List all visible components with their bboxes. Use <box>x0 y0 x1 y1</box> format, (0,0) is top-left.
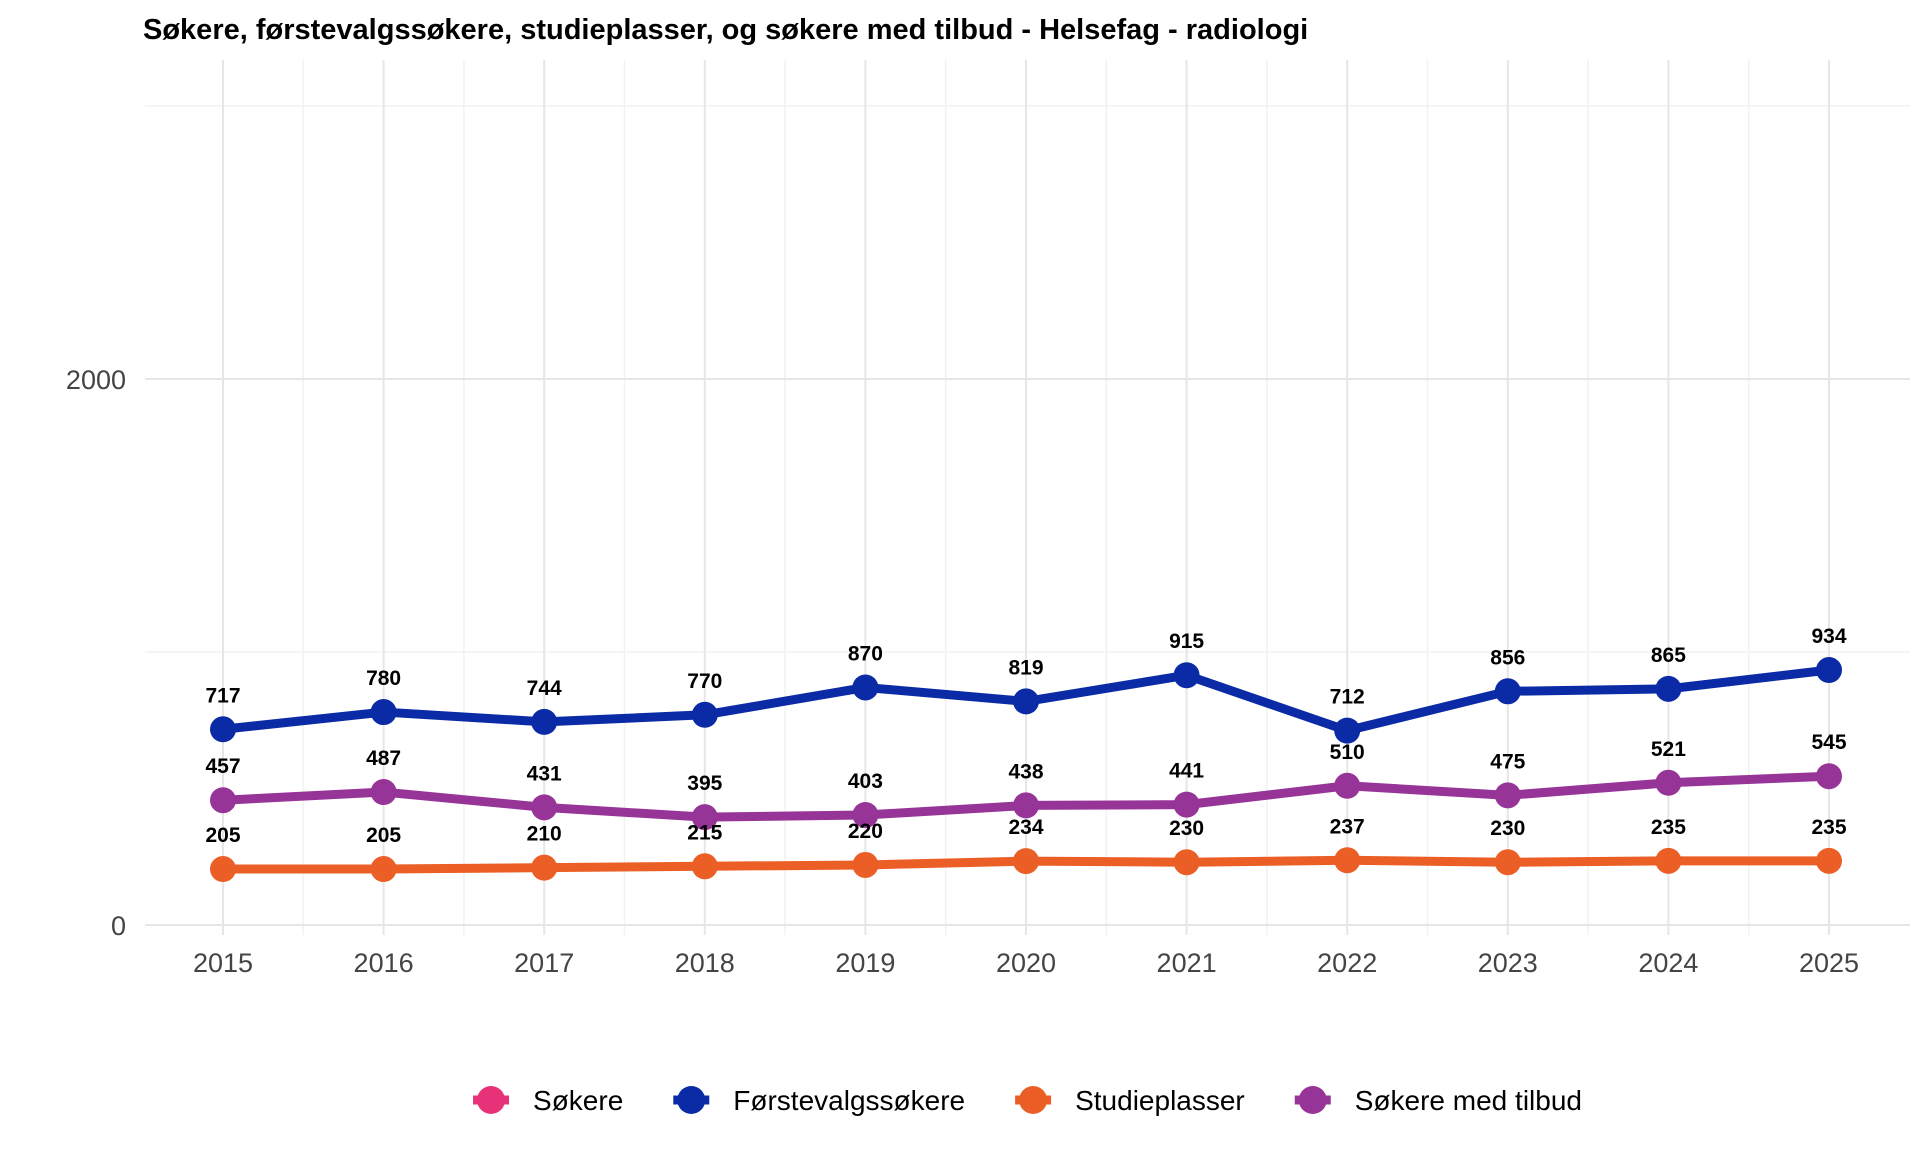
data-point <box>210 716 236 743</box>
data-point <box>852 674 879 701</box>
x-tick-label: 2017 <box>514 948 574 978</box>
data-label: 717 <box>205 684 240 707</box>
data-label: 210 <box>527 823 562 846</box>
data-label: 431 <box>527 762 562 785</box>
data-point <box>1173 791 1200 818</box>
data-label: 870 <box>848 642 883 665</box>
data-label: 205 <box>205 824 240 847</box>
data-point <box>370 856 397 883</box>
x-tick-label: 2018 <box>675 948 735 978</box>
data-point <box>1013 848 1039 875</box>
data-point <box>852 801 879 828</box>
legend-label: Studieplasser <box>1075 1085 1245 1116</box>
legend-marker <box>1298 1086 1327 1114</box>
data-label: 510 <box>1330 741 1365 764</box>
data-label: 205 <box>366 824 401 847</box>
legend-marker <box>1019 1086 1048 1114</box>
data-point <box>1494 782 1521 809</box>
data-point <box>1334 717 1361 744</box>
data-label: 744 <box>527 677 562 700</box>
data-label: 230 <box>1169 817 1204 840</box>
data-label: 457 <box>205 755 240 778</box>
data-point <box>1816 657 1842 684</box>
x-tick-label: 2019 <box>835 948 895 978</box>
x-tick-label: 2015 <box>193 948 253 978</box>
data-labels: 4440419744354624504048105043417346105030… <box>205 625 1846 847</box>
data-point <box>691 701 718 728</box>
data-point <box>1494 678 1521 705</box>
data-label: 819 <box>1008 656 1043 679</box>
data-point <box>1173 662 1200 689</box>
data-point <box>370 779 397 806</box>
chart-title: Søkere, førstevalgssøkere, studieplasser… <box>143 14 1309 46</box>
data-label: 865 <box>1651 644 1686 667</box>
data-label: 230 <box>1490 817 1525 840</box>
legend-label: Førstevalgssøkere <box>733 1085 965 1116</box>
data-point <box>210 856 236 883</box>
legend-item: Søkere <box>473 1085 623 1116</box>
legend-item: Førstevalgssøkere <box>673 1085 965 1116</box>
data-label: 395 <box>687 772 722 795</box>
data-label: 475 <box>1490 750 1525 773</box>
data-point <box>370 699 397 726</box>
legend-label: Søkere <box>533 1085 623 1116</box>
data-label: 235 <box>1651 816 1686 839</box>
axes: 0200040006000201520162017201820192020202… <box>66 365 1859 978</box>
legend-item: Søkere med tilbud <box>1294 1085 1582 1116</box>
data-point <box>531 708 558 735</box>
data-point <box>1013 792 1039 819</box>
legend: Søkere Førstevalgssøkere Studieplasser Søke… <box>473 1085 1582 1116</box>
data-label: 915 <box>1169 630 1204 653</box>
data-point <box>691 853 718 880</box>
data-point <box>210 787 236 814</box>
legend-label: Søkere med tilbud <box>1355 1085 1582 1116</box>
x-tick-label: 2022 <box>1317 948 1377 978</box>
data-label: 220 <box>848 820 883 843</box>
data-label: 521 <box>1651 738 1686 761</box>
data-point <box>1655 769 1682 796</box>
data-point <box>1816 763 1842 790</box>
data-point <box>1655 847 1682 874</box>
data-label: 441 <box>1169 760 1204 783</box>
data-point <box>531 794 558 821</box>
x-tick-label: 2024 <box>1638 948 1698 978</box>
data-label: 780 <box>366 667 401 690</box>
x-tick-label: 2020 <box>996 948 1056 978</box>
data-label: 235 <box>1811 816 1846 839</box>
x-tick-label: 2021 <box>1157 948 1217 978</box>
data-point <box>1655 675 1682 702</box>
data-label: 215 <box>687 821 722 844</box>
x-tick-label: 2025 <box>1799 948 1859 978</box>
series-points <box>210 657 1842 883</box>
data-point <box>531 854 558 881</box>
data-label: 438 <box>1008 760 1043 783</box>
y-tick-label: 0 <box>111 911 126 941</box>
legend-marker <box>677 1086 706 1114</box>
legend-marker <box>477 1086 506 1114</box>
data-label: 403 <box>848 770 883 793</box>
data-label: 545 <box>1811 731 1846 754</box>
legend-item: Studieplasser <box>1015 1085 1245 1116</box>
data-label: 934 <box>1811 625 1846 648</box>
data-label: 712 <box>1330 686 1365 709</box>
data-point <box>1334 772 1361 799</box>
data-label: 487 <box>366 747 401 770</box>
data-point <box>1013 688 1039 715</box>
data-label: 856 <box>1490 646 1525 669</box>
x-tick-label: 2023 <box>1478 948 1538 978</box>
data-label: 234 <box>1008 816 1043 839</box>
x-tick-label: 2016 <box>354 948 414 978</box>
data-point <box>1494 849 1521 876</box>
data-point <box>1334 847 1361 874</box>
y-tick-label: 2000 <box>66 365 126 395</box>
data-point <box>1173 849 1200 876</box>
data-point <box>852 851 879 878</box>
data-point <box>691 804 718 831</box>
data-point <box>1816 847 1842 874</box>
data-label: 237 <box>1330 815 1365 838</box>
data-label: 770 <box>687 670 722 693</box>
